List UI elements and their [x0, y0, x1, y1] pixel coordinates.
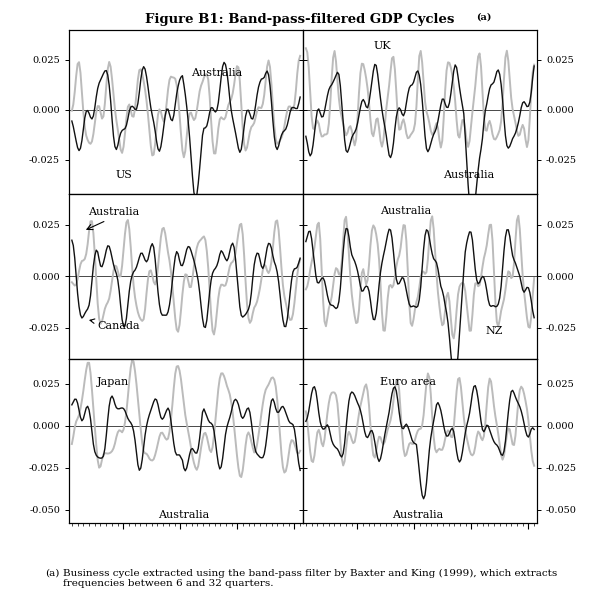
- Text: Australia: Australia: [443, 170, 494, 180]
- Text: US: US: [116, 170, 133, 180]
- Text: (a): (a): [45, 569, 59, 577]
- Text: NZ: NZ: [485, 326, 503, 336]
- Text: Australia: Australia: [191, 67, 242, 77]
- Text: Australia: Australia: [158, 510, 209, 520]
- Text: Euro area: Euro area: [380, 377, 436, 387]
- Text: Business cycle extracted using the band-pass filter by Baxter and King (1999), w: Business cycle extracted using the band-…: [63, 569, 557, 588]
- Text: Australia: Australia: [88, 207, 139, 217]
- Text: Australia: Australia: [392, 510, 443, 520]
- Text: Figure B1: Band-pass-filtered GDP Cycles: Figure B1: Band-pass-filtered GDP Cycles: [145, 13, 455, 26]
- Text: (a): (a): [476, 13, 491, 22]
- Text: Canada: Canada: [90, 319, 140, 331]
- Text: Australia: Australia: [380, 206, 431, 216]
- Text: UK: UK: [373, 41, 391, 51]
- Text: Japan: Japan: [97, 377, 130, 387]
